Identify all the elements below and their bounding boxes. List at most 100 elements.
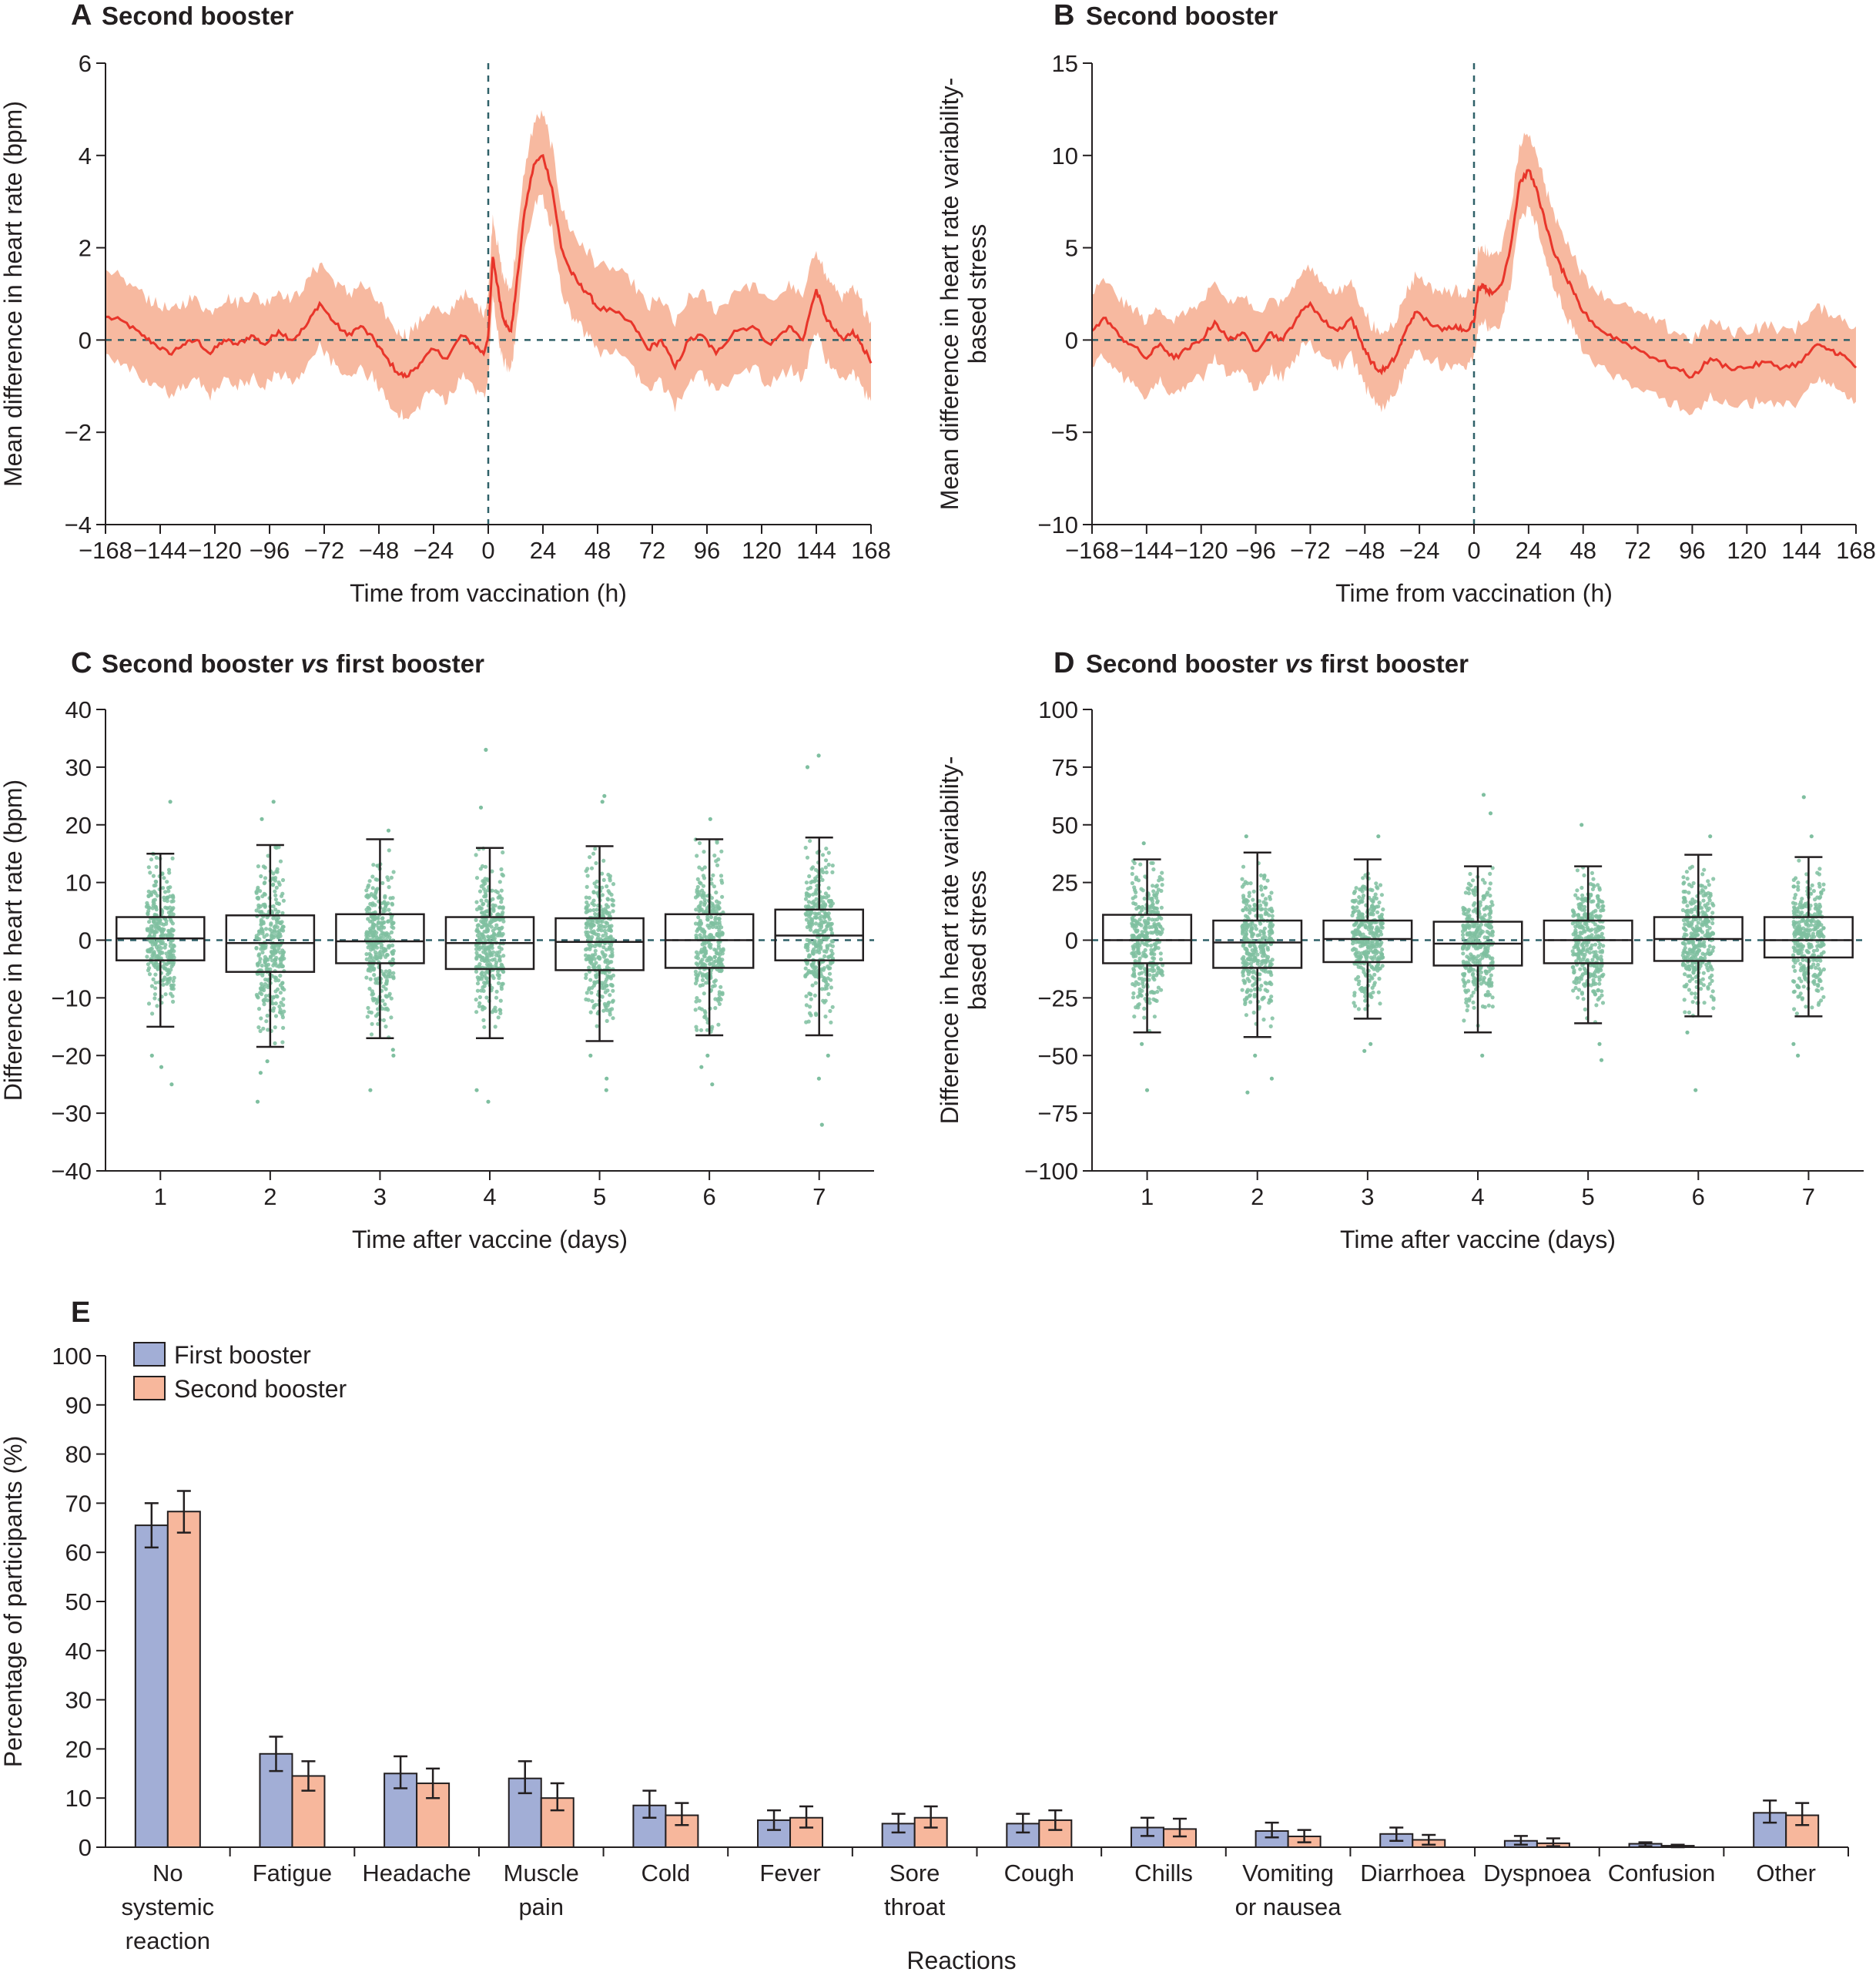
data-point bbox=[695, 996, 699, 1001]
data-point bbox=[1705, 908, 1710, 913]
data-point bbox=[1136, 994, 1141, 999]
data-point bbox=[480, 970, 484, 975]
data-point bbox=[1572, 945, 1576, 950]
data-point bbox=[370, 943, 374, 947]
data-point bbox=[1257, 899, 1261, 904]
data-point bbox=[1363, 924, 1368, 929]
data-point bbox=[383, 1002, 387, 1007]
data-point bbox=[1583, 984, 1587, 988]
data-point bbox=[492, 936, 497, 941]
data-point bbox=[1139, 887, 1144, 891]
data-point bbox=[1130, 866, 1135, 870]
data-point bbox=[500, 872, 504, 877]
data-point bbox=[828, 954, 832, 959]
data-point bbox=[280, 964, 284, 969]
outlier-point bbox=[1362, 1048, 1367, 1053]
data-point bbox=[1356, 974, 1361, 979]
data-point bbox=[813, 981, 818, 985]
data-point bbox=[1691, 880, 1696, 886]
data-point bbox=[490, 869, 494, 874]
data-point bbox=[607, 890, 612, 895]
data-point bbox=[1683, 1010, 1687, 1015]
data-point bbox=[1466, 956, 1471, 961]
data-point bbox=[276, 987, 280, 991]
data-point bbox=[1468, 871, 1472, 877]
data-point bbox=[262, 1002, 266, 1007]
data-point bbox=[817, 944, 822, 948]
data-point bbox=[702, 903, 707, 907]
outlier-point bbox=[474, 1088, 479, 1092]
data-point bbox=[483, 864, 488, 869]
data-point bbox=[481, 988, 486, 993]
data-point bbox=[1466, 979, 1471, 984]
data-point bbox=[477, 947, 482, 951]
data-point bbox=[711, 873, 715, 877]
data-point bbox=[369, 947, 374, 952]
data-point bbox=[1154, 906, 1159, 911]
data-point bbox=[1369, 927, 1374, 931]
data-point bbox=[1379, 893, 1384, 897]
data-point bbox=[1147, 1001, 1152, 1005]
data-point bbox=[1154, 998, 1159, 1003]
data-point bbox=[1471, 903, 1476, 907]
data-point bbox=[1687, 890, 1691, 895]
x-tick-label: Fatigue bbox=[253, 1860, 332, 1886]
data-point bbox=[811, 892, 816, 897]
data-point bbox=[1149, 905, 1154, 910]
data-point bbox=[816, 947, 821, 952]
data-point bbox=[1258, 903, 1263, 907]
data-point bbox=[1699, 987, 1703, 991]
data-point bbox=[720, 894, 725, 899]
data-point bbox=[474, 951, 479, 955]
data-point bbox=[1158, 924, 1163, 929]
data-point bbox=[374, 1001, 379, 1005]
data-point bbox=[1156, 966, 1161, 971]
data-point bbox=[826, 894, 831, 898]
data-point bbox=[1600, 950, 1604, 954]
x-tick-label: 24 bbox=[1516, 537, 1542, 564]
data-point bbox=[591, 983, 596, 988]
data-point bbox=[376, 1007, 380, 1011]
data-point bbox=[1687, 979, 1692, 984]
chart-y-tick-label: −10 bbox=[51, 984, 92, 1011]
data-point bbox=[714, 890, 719, 895]
x-tick-label: 96 bbox=[1679, 537, 1705, 564]
data-point bbox=[810, 983, 815, 988]
data-point bbox=[487, 938, 492, 943]
data-point bbox=[591, 964, 596, 970]
data-point bbox=[477, 976, 482, 981]
data-point bbox=[1689, 951, 1693, 956]
data-point bbox=[152, 889, 156, 894]
data-point bbox=[695, 976, 699, 981]
data-point bbox=[1820, 986, 1824, 991]
data-point bbox=[1710, 931, 1716, 936]
data-point bbox=[273, 975, 277, 980]
data-point bbox=[1356, 982, 1361, 987]
data-point bbox=[280, 1015, 285, 1020]
data-point bbox=[1352, 991, 1357, 995]
data-point bbox=[1259, 950, 1264, 954]
chart-y-axis-label: based stress bbox=[963, 224, 991, 364]
data-point bbox=[600, 950, 605, 954]
data-point bbox=[1680, 907, 1685, 913]
data-point bbox=[702, 946, 707, 951]
data-point bbox=[709, 896, 715, 900]
data-point bbox=[1478, 900, 1482, 904]
data-point bbox=[717, 990, 722, 994]
data-point bbox=[1352, 947, 1356, 951]
data-point bbox=[153, 986, 158, 991]
data-point bbox=[608, 947, 612, 951]
data-point bbox=[154, 864, 159, 869]
data-point bbox=[1370, 941, 1375, 946]
data-point bbox=[702, 991, 706, 996]
data-point bbox=[601, 1008, 606, 1013]
data-point bbox=[278, 1008, 283, 1012]
data-point bbox=[1243, 1001, 1248, 1007]
data-point bbox=[474, 1010, 479, 1015]
chart-y-tick-label: 4 bbox=[79, 143, 92, 169]
data-point bbox=[592, 1004, 597, 1008]
x-tick-label: 2 bbox=[1251, 1183, 1264, 1210]
data-point bbox=[698, 984, 702, 988]
data-point bbox=[1467, 998, 1472, 1003]
data-point bbox=[1575, 977, 1580, 981]
